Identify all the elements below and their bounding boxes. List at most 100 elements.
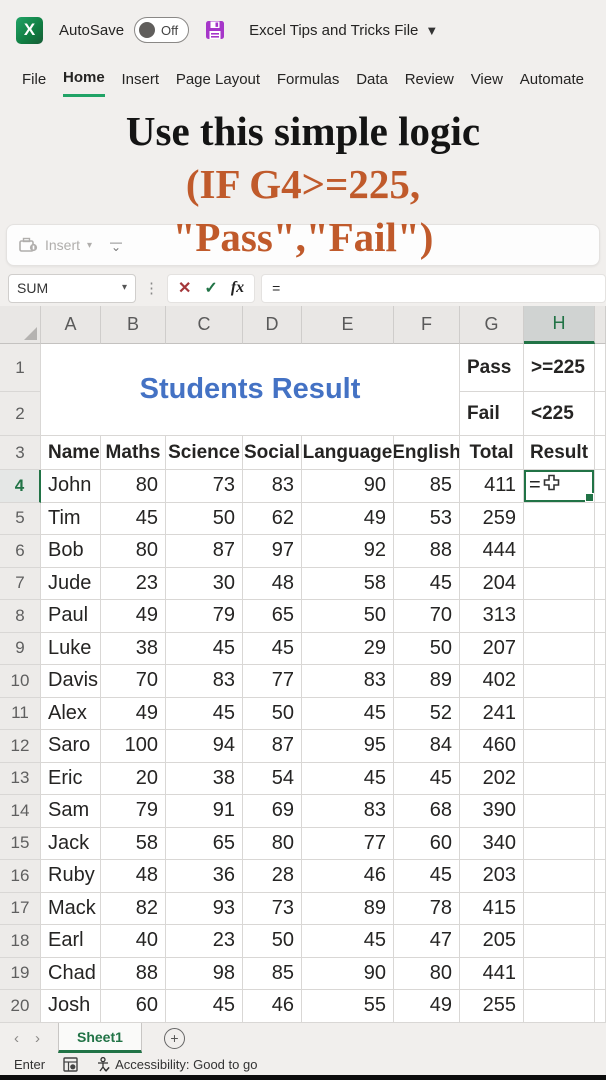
row-header-9[interactable]: 9 [0, 632, 41, 665]
cell-G11[interactable]: 241 [460, 697, 524, 730]
cell-B12[interactable]: 100 [101, 730, 166, 763]
document-title[interactable]: Excel Tips and Tricks File ▼︎ [249, 21, 439, 39]
ribbon-collapse-button[interactable]: — ⌄ [110, 235, 123, 254]
cell-C12[interactable]: 94 [166, 730, 243, 763]
cell-H4[interactable]: = [524, 470, 595, 503]
cell-B9[interactable]: 38 [101, 632, 166, 665]
cell-C6[interactable]: 87 [166, 535, 243, 568]
cell-D19[interactable]: 85 [243, 957, 302, 990]
row-header-14[interactable]: 14 [0, 795, 41, 828]
cell-E7[interactable]: 58 [302, 567, 394, 600]
cell-B10[interactable]: 70 [101, 665, 166, 698]
cell-A10[interactable]: Davis [41, 665, 101, 698]
cell-F17[interactable]: 78 [394, 892, 460, 925]
cell-G17[interactable]: 415 [460, 892, 524, 925]
cell-H10[interactable] [524, 665, 595, 698]
cell-E17[interactable]: 89 [302, 892, 394, 925]
column-header-C[interactable]: C [166, 306, 243, 344]
cell-D15[interactable]: 80 [243, 827, 302, 860]
row-header-17[interactable]: 17 [0, 892, 41, 925]
row-header-4[interactable]: 4 [0, 470, 41, 503]
tab-file[interactable]: File [22, 70, 47, 88]
cell-G4[interactable]: 411 [460, 470, 524, 503]
tab-page-layout[interactable]: Page Layout [175, 70, 261, 88]
row-header-20[interactable]: 20 [0, 990, 41, 1023]
cell-C5[interactable]: 50 [166, 502, 243, 535]
cell-D18[interactable]: 50 [243, 925, 302, 958]
cell-C16[interactable]: 36 [166, 860, 243, 893]
row-header-13[interactable]: 13 [0, 762, 41, 795]
cell-G5[interactable]: 259 [460, 502, 524, 535]
cell-G7[interactable]: 204 [460, 567, 524, 600]
cell-A14[interactable]: Sam [41, 795, 101, 828]
row-header-8[interactable]: 8 [0, 600, 41, 633]
row-header-16[interactable]: 16 [0, 860, 41, 893]
cell-F10[interactable]: 89 [394, 665, 460, 698]
column-header-E[interactable]: E [302, 306, 394, 344]
cell-G12[interactable]: 460 [460, 730, 524, 763]
cell-G15[interactable]: 340 [460, 827, 524, 860]
cell-header-result[interactable]: Result [524, 436, 595, 470]
cell-C9[interactable]: 45 [166, 632, 243, 665]
cell-B8[interactable]: 49 [101, 600, 166, 633]
cell-D13[interactable]: 54 [243, 762, 302, 795]
cell-D12[interactable]: 87 [243, 730, 302, 763]
cell-B20[interactable]: 60 [101, 990, 166, 1023]
tab-home[interactable]: Home [62, 63, 105, 97]
cell-E8[interactable]: 50 [302, 600, 394, 633]
cell-C10[interactable]: 83 [166, 665, 243, 698]
cell-header-social[interactable]: Social [243, 436, 302, 470]
cell-D7[interactable]: 48 [243, 567, 302, 600]
cell-H18[interactable] [524, 925, 595, 958]
fill-handle[interactable] [585, 492, 594, 502]
cell-B15[interactable]: 58 [101, 827, 166, 860]
excel-logo-icon[interactable]: X [16, 16, 43, 44]
more-options-icon[interactable]: ⋮ [144, 280, 159, 297]
cell-header-language[interactable]: Language [302, 436, 394, 470]
cell-H13[interactable] [524, 762, 595, 795]
cell-E4[interactable]: 90 [302, 470, 394, 503]
row-header-7[interactable]: 7 [0, 567, 41, 600]
cell-A20[interactable]: Josh [41, 990, 101, 1023]
cell-E9[interactable]: 29 [302, 632, 394, 665]
cell-C4[interactable]: 73 [166, 470, 243, 503]
formula-input[interactable]: = [261, 273, 606, 303]
cell-F19[interactable]: 80 [394, 957, 460, 990]
cell-G10[interactable]: 402 [460, 665, 524, 698]
accessibility-status[interactable]: Accessibility: Good to go [96, 1056, 257, 1072]
cell-H1[interactable]: >=225 [524, 344, 595, 392]
cell-B13[interactable]: 20 [101, 762, 166, 795]
cell-F18[interactable]: 47 [394, 925, 460, 958]
cell-C17[interactable]: 93 [166, 892, 243, 925]
cell-header-english[interactable]: English [394, 436, 460, 470]
cell-F7[interactable]: 45 [394, 567, 460, 600]
enter-check-icon[interactable]: ✓ [204, 280, 218, 297]
cancel-icon[interactable]: ✕ [178, 280, 192, 297]
cell-E12[interactable]: 95 [302, 730, 394, 763]
cell-F6[interactable]: 88 [394, 535, 460, 568]
cell-F11[interactable]: 52 [394, 697, 460, 730]
cell-D6[interactable]: 97 [243, 535, 302, 568]
cell-D16[interactable]: 28 [243, 860, 302, 893]
cell-A17[interactable]: Mack [41, 892, 101, 925]
cell-G9[interactable]: 207 [460, 632, 524, 665]
column-header-F[interactable]: F [394, 306, 460, 344]
cell-D10[interactable]: 77 [243, 665, 302, 698]
cell-D20[interactable]: 46 [243, 990, 302, 1023]
cell-D4[interactable]: 83 [243, 470, 302, 503]
cell-F8[interactable]: 70 [394, 600, 460, 633]
cell-H2[interactable]: <225 [524, 392, 595, 436]
tab-insert[interactable]: Insert [121, 70, 159, 88]
add-sheet-icon[interactable]: + [163, 1027, 185, 1049]
cell-E18[interactable]: 45 [302, 925, 394, 958]
cell-header-maths[interactable]: Maths [101, 436, 166, 470]
cell-header-total[interactable]: Total [460, 436, 524, 470]
column-header-B[interactable]: B [101, 306, 166, 344]
cell-A8[interactable]: Paul [41, 600, 101, 633]
cell-E11[interactable]: 45 [302, 697, 394, 730]
cell-C11[interactable]: 45 [166, 697, 243, 730]
insert-function-icon[interactable]: fx [230, 279, 245, 296]
column-header-D[interactable]: D [243, 306, 302, 344]
macro-record-icon[interactable] [63, 1056, 78, 1072]
cell-A18[interactable]: Earl [41, 925, 101, 958]
